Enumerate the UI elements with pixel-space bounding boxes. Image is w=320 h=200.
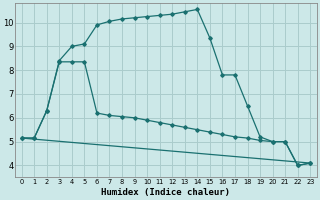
X-axis label: Humidex (Indice chaleur): Humidex (Indice chaleur): [101, 188, 230, 197]
